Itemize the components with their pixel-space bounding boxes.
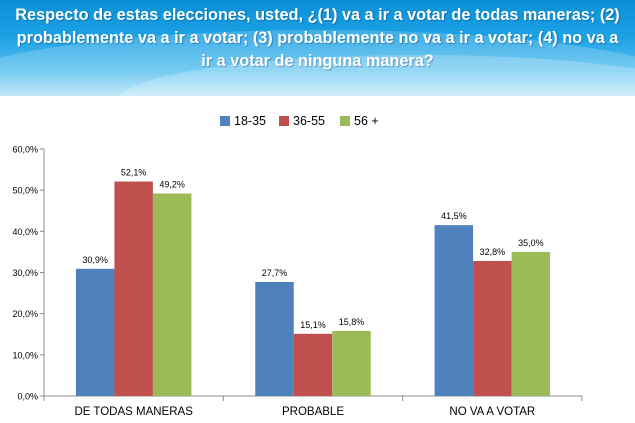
header-decoration — [0, 30, 635, 96]
y-tick-label: 30,0% — [12, 268, 38, 278]
x-tick-label: DE TODAS MANERAS — [74, 406, 193, 418]
bar — [332, 330, 371, 396]
data-label: 41,5% — [441, 211, 467, 221]
y-tick-label: 0,0% — [17, 392, 38, 402]
data-label: 32,8% — [480, 247, 506, 257]
bar — [434, 225, 474, 396]
y-tick-label: 20,0% — [12, 309, 38, 319]
bar — [255, 281, 294, 396]
bar — [152, 193, 192, 396]
bar — [511, 251, 551, 396]
y-tick-label: 40,0% — [12, 227, 38, 237]
legend-label: 36-55 — [293, 114, 325, 128]
bar — [293, 333, 333, 396]
data-label: 49,2% — [159, 179, 185, 189]
data-label: 15,8% — [339, 317, 365, 327]
legend-swatch — [220, 116, 230, 126]
header-banner: Respecto de estas elecciones, usted, ¿(1… — [0, 0, 635, 96]
chart-title-line: ir a votar de ninguna manera? — [201, 52, 434, 70]
y-tick-label: 10,0% — [12, 350, 38, 360]
x-tick-label: PROBABLE — [282, 406, 344, 418]
x-tick-label: NO VA A VOTAR — [449, 406, 535, 418]
data-label: 30,9% — [82, 255, 108, 265]
y-tick-label: 60,0% — [12, 145, 38, 155]
chart-title-line: Respecto de estas elecciones, usted, ¿(1… — [15, 6, 620, 24]
data-label: 52,1% — [121, 168, 147, 178]
chart-title: Respecto de estas elecciones, usted, ¿(1… — [0, 4, 635, 73]
bar — [75, 268, 115, 396]
data-label: 15,1% — [300, 320, 326, 330]
bar-chart: 0,0% 10,0% 20,0% 30,0% 40,0% 50,0% 60,0% DE TOD… — [12, 114, 583, 418]
legend-swatch — [279, 116, 289, 126]
bar — [114, 181, 153, 396]
chart-area: 0,0% 10,0% 20,0% 30,0% 40,0% 50,0% 60,0% DE TOD… — [0, 96, 635, 423]
chart-title-line: probablemente va a ir a votar; (3) proba… — [16, 29, 619, 47]
bar — [473, 260, 512, 396]
legend-swatch — [340, 116, 350, 126]
data-label: 35,0% — [518, 238, 544, 248]
data-label: 27,7% — [262, 268, 288, 278]
legend-label: 18-35 — [234, 114, 266, 128]
y-tick-label: 50,0% — [12, 186, 38, 196]
legend-label: 56 + — [354, 114, 379, 128]
